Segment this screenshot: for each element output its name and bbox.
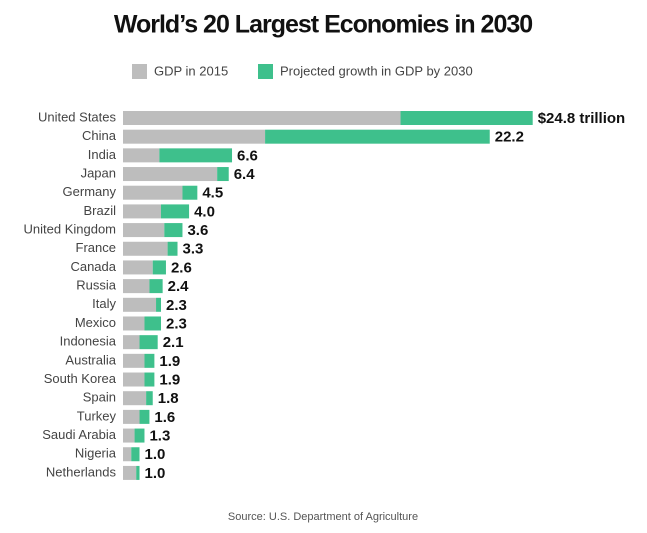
total-label: 1.3 [149, 428, 170, 445]
total-label: 2.1 [163, 334, 184, 351]
bar-segment [123, 111, 401, 125]
total-label: 6.4 [234, 166, 256, 183]
y-tick-label: Mexico [75, 315, 116, 330]
total-label: 1.9 [159, 353, 180, 370]
total-label: 2.3 [166, 297, 187, 314]
total-label: 3.3 [183, 241, 204, 258]
bar-segment [160, 204, 190, 219]
bar-segment [139, 409, 150, 424]
y-tick-label: Germany [63, 184, 117, 199]
y-tick-label: Spain [83, 390, 116, 405]
legend-swatch [132, 64, 147, 79]
total-label: $24.8 trillion [538, 110, 626, 127]
bar-segment [123, 372, 145, 387]
y-tick-label: Russia [76, 278, 117, 293]
legend-swatch [258, 64, 273, 79]
bar-segment [123, 167, 218, 182]
bar-segment [123, 279, 150, 294]
bar-segment [123, 465, 137, 480]
bar-segment [123, 428, 135, 443]
y-tick-label: Nigeria [75, 446, 117, 461]
total-label: 1.6 [154, 409, 175, 426]
bar-segment [146, 391, 153, 406]
total-label: 1.0 [145, 446, 166, 463]
total-label: 1.8 [158, 390, 179, 407]
bar-segment [123, 148, 160, 163]
bar-segment [123, 391, 147, 406]
y-tick-label: China [82, 128, 117, 143]
bar-segment [123, 297, 157, 312]
total-label: 6.6 [237, 147, 258, 164]
bar-segment [123, 241, 168, 256]
y-tick-label: Japan [81, 165, 116, 180]
total-label: 4.0 [194, 203, 215, 220]
bar-segment [400, 111, 533, 125]
bar-segment [152, 260, 166, 275]
total-label: 2.4 [168, 278, 190, 295]
source: Source: U.S. Department of Agriculture [228, 511, 418, 523]
bar-segment [144, 353, 155, 368]
bar-segment [144, 316, 161, 331]
bar-segment [131, 447, 140, 462]
bar-segment [123, 129, 266, 144]
bar-segment [265, 129, 490, 144]
bar-segment [123, 316, 145, 331]
y-tick-label: Canada [70, 259, 116, 274]
y-tick-label: Turkey [77, 408, 117, 423]
y-tick-label: United States [38, 109, 117, 124]
y-tick-label: India [88, 147, 117, 162]
bar-segment [123, 335, 140, 350]
total-label: 2.3 [166, 315, 187, 332]
y-tick-label: Saudi Arabia [42, 427, 116, 442]
y-tick-label: Netherlands [46, 464, 117, 479]
bar-segment [123, 185, 183, 200]
y-tick-label: Indonesia [60, 334, 117, 349]
bar-segment [123, 447, 132, 462]
total-label: 22.2 [495, 129, 524, 146]
legend-label: Projected growth in GDP by 2030 [280, 63, 473, 78]
bar-segment [123, 353, 145, 368]
y-tick-label: United Kingdom [24, 222, 117, 237]
total-label: 3.6 [187, 222, 208, 239]
bar-segment [159, 148, 233, 163]
bar-segment [167, 241, 178, 256]
bar-segment [149, 279, 163, 294]
bar-segment [134, 428, 145, 443]
y-tick-label: Australia [65, 352, 116, 367]
bar-segment [136, 465, 140, 480]
bar-segment [123, 260, 153, 275]
total-label: 4.5 [202, 185, 223, 202]
chart-title: World’s 20 Largest Economies in 2030 [114, 11, 532, 39]
bar-segment [217, 167, 229, 182]
total-label: 2.6 [171, 259, 192, 276]
y-tick-label: Italy [92, 296, 116, 311]
bar-segment [164, 223, 183, 238]
total-label: 1.0 [145, 465, 166, 482]
bar-segment [123, 409, 140, 424]
y-tick-label: France [76, 240, 116, 255]
bar-segment [123, 204, 161, 219]
bar-segment [182, 185, 198, 200]
y-tick-label: South Korea [44, 371, 117, 386]
bar-segment [139, 335, 158, 350]
bar-segment [144, 372, 155, 387]
bar-segment [156, 297, 161, 312]
total-label: 1.9 [159, 371, 180, 388]
bar-segment [123, 223, 165, 238]
legend-label: GDP in 2015 [154, 63, 228, 78]
y-tick-label: Brazil [83, 203, 116, 218]
